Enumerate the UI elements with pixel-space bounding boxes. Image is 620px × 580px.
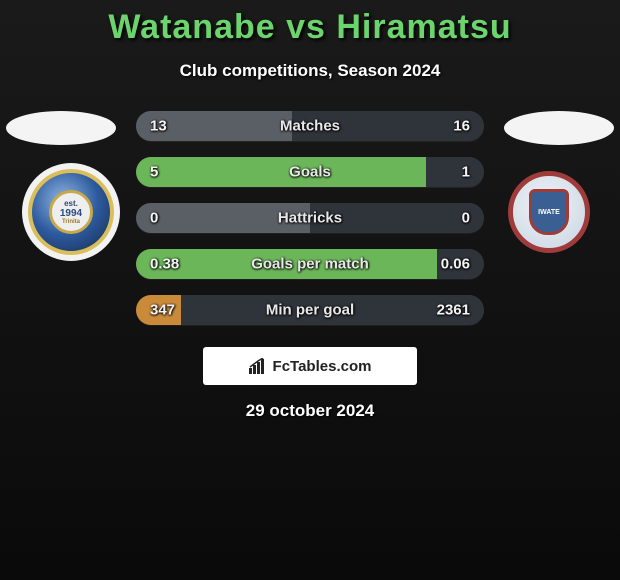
stat-bars: 13 Matches 16 5 Goals 1 0 Hattricks 0 0.38 Goals p… (136, 111, 484, 325)
stat-left-value: 13 (150, 118, 167, 135)
team-left-est-year: 1994 (60, 208, 82, 219)
stat-right-value: 0 (462, 210, 470, 227)
team-left-crest: est. 1994 Trinita (22, 163, 120, 261)
team-right-crest: IWATE (500, 163, 598, 261)
stat-left-value: 5 (150, 164, 158, 181)
stat-left-value: 347 (150, 302, 175, 319)
brand-box[interactable]: FcTables.com (203, 347, 417, 385)
stat-fill-left (136, 157, 426, 187)
stat-label: Matches (280, 118, 340, 135)
team-left-est-label: est. (64, 199, 78, 208)
stat-right-value: 1 (462, 164, 470, 181)
comparison-area: est. 1994 Trinita IWATE 13 Matches 16 5 Goal… (0, 111, 620, 421)
page-title: Watanabe vs Hiramatsu (0, 8, 620, 47)
brand-text: FcTables.com (273, 358, 372, 375)
stat-row: 347 Min per goal 2361 (136, 295, 484, 325)
team-right-shield: IWATE (529, 189, 569, 235)
stat-right-value: 2361 (437, 302, 470, 319)
stat-left-value: 0 (150, 210, 158, 227)
stat-row: 5 Goals 1 (136, 157, 484, 187)
subtitle: Club competitions, Season 2024 (0, 61, 620, 81)
chart-icon (249, 358, 267, 374)
stat-left-value: 0.38 (150, 256, 179, 273)
stat-right-value: 0.06 (441, 256, 470, 273)
player-right-nameplate (504, 111, 614, 145)
team-right-crest-inner: IWATE (508, 171, 590, 253)
stat-row: 0.38 Goals per match 0.06 (136, 249, 484, 279)
stat-row: 13 Matches 16 (136, 111, 484, 141)
player-left-nameplate (6, 111, 116, 145)
team-left-crest-center: est. 1994 Trinita (49, 190, 93, 234)
stat-label: Goals (289, 164, 331, 181)
stat-label: Hattricks (278, 210, 342, 227)
stat-label: Min per goal (266, 302, 354, 319)
stat-row: 0 Hattricks 0 (136, 203, 484, 233)
team-left-name: Trinita (62, 219, 80, 225)
stat-label: Goals per match (251, 256, 369, 273)
stat-fill-right (426, 157, 484, 187)
stat-right-value: 16 (453, 118, 470, 135)
team-left-crest-inner: est. 1994 Trinita (28, 169, 114, 255)
date-text: 29 october 2024 (0, 401, 620, 421)
